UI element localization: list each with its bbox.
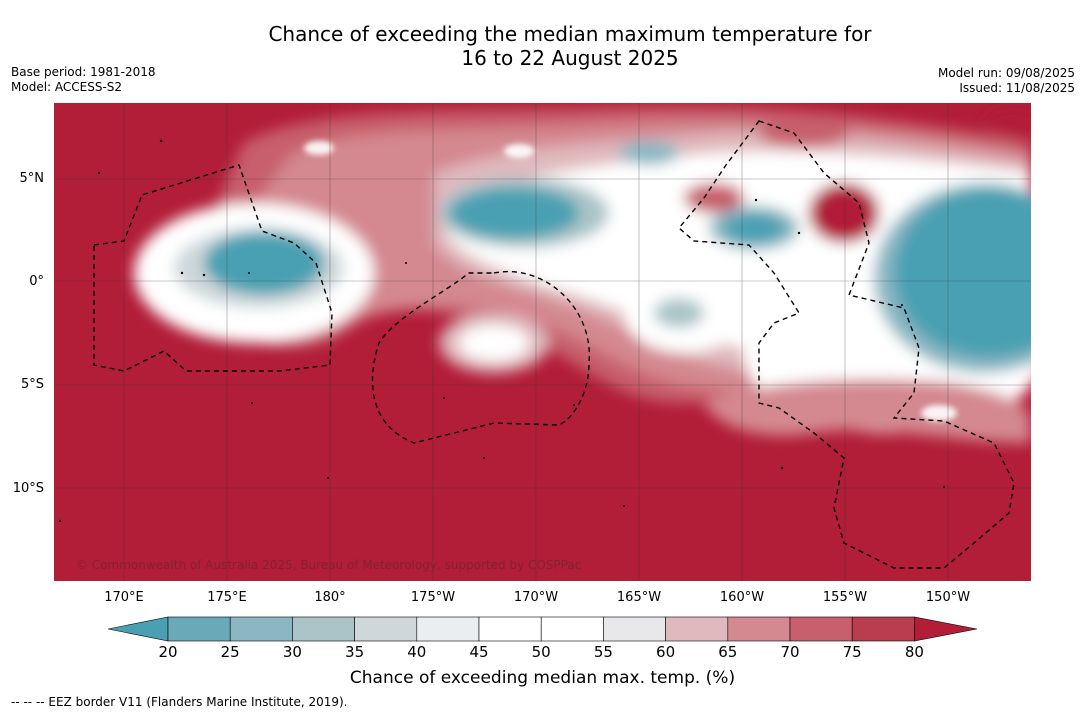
colorbar-tick-label: 20 (158, 643, 178, 661)
base-period: Base period: 1981-2018 (11, 65, 156, 79)
colorbar-tick-label: 65 (718, 643, 738, 661)
colorbar-min-arrow (108, 616, 169, 642)
lon-label-175w: 175°W (410, 590, 456, 605)
lon-label-170w: 170°W (513, 590, 559, 605)
colorbar-cell (478, 616, 542, 642)
colorbar-max-arrow (914, 616, 978, 642)
map-title: Chance of exceeding the median maximum t… (0, 22, 1085, 70)
map-panel (54, 103, 1031, 581)
probability-map (54, 103, 1031, 581)
run-info: Model run: 09/08/2025 Issued: 11/08/2025 (938, 66, 1075, 96)
lon-label-180: 180° (314, 590, 346, 605)
copyright-notice: © Commonwealth of Australia 2025, Bureau… (76, 558, 582, 572)
colorbar-cell (540, 616, 604, 642)
title-line-2: 16 to 22 August 2025 (461, 46, 679, 70)
colorbar (108, 616, 978, 642)
colorbar-cell (789, 616, 853, 642)
colorbar-cell (292, 616, 355, 642)
colorbar-cell (851, 616, 915, 642)
title-line-1: Chance of exceeding the median maximum t… (268, 22, 872, 46)
probability-field (134, 106, 1031, 443)
colorbar-cell (416, 616, 480, 642)
colorbar-cell (354, 616, 418, 642)
model-run: Model run: 09/08/2025 (937, 66, 1075, 80)
base-info: Base period: 1981-2018 Model: ACCESS-S2 (11, 65, 156, 95)
colorbar-cell (603, 616, 666, 642)
colorbar-tick-label: 45 (469, 643, 489, 661)
eez-borders (93, 120, 1015, 569)
colorbar-tick-label: 35 (345, 643, 365, 661)
lon-label-155w: 155°W (822, 590, 868, 605)
colorbar-cell (665, 616, 729, 642)
lat-label-0: 0° (29, 274, 44, 289)
lon-label-150w: 150°W (925, 590, 971, 605)
colorbar-tick-label: 80 (904, 643, 924, 661)
colorbar-tick-label: 60 (656, 643, 676, 661)
colorbar-tick-label: 30 (282, 643, 302, 661)
islands (58, 139, 945, 523)
colorbar-tick-label: 75 (842, 643, 862, 661)
colorbar-cell (229, 616, 293, 642)
colorbar-cell (167, 616, 231, 642)
colorbar-tick-label: 25 (220, 643, 240, 661)
graticule (54, 103, 1031, 581)
issued-date: Issued: 11/08/2025 (959, 81, 1075, 95)
lat-label-5s: 5°S (20, 377, 44, 392)
lon-label-160w: 160°W (719, 590, 765, 605)
colorbar-tick-label: 55 (593, 643, 613, 661)
lon-label-170e: 170°E (104, 590, 144, 605)
eez-legend: -- -- -- EEZ border V11 (Flanders Marine… (11, 695, 348, 709)
lat-label-5n: 5°N (19, 171, 45, 186)
lon-label-165w: 165°W (616, 590, 662, 605)
lon-label-175e: 175°E (207, 590, 247, 605)
lat-label-10s: 10°S (12, 481, 44, 496)
colorbar-tick-label: 70 (780, 643, 800, 661)
colorbar-cell (727, 616, 791, 642)
colorbar-tick-label: 50 (531, 643, 551, 661)
model-name: Model: ACCESS-S2 (11, 80, 123, 94)
colorbar-label: Chance of exceeding median max. temp. (%… (349, 668, 736, 688)
colorbar-tick-label: 40 (407, 643, 427, 661)
